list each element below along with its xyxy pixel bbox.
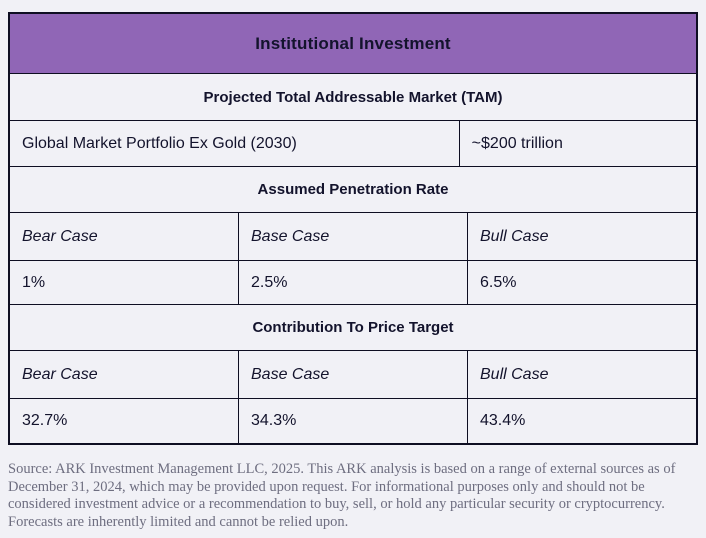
penetration-bear-value: 1%	[10, 261, 239, 304]
penetration-bear-label: Bear Case	[10, 213, 239, 260]
table-title: Institutional Investment	[255, 33, 451, 53]
contribution-bull-label: Bull Case	[480, 365, 549, 383]
contribution-base-label: Base Case	[239, 351, 468, 398]
penetration-base-label: Base Case	[239, 213, 468, 260]
contribution-bull-value: 43.4%	[480, 412, 526, 429]
contribution-values-row: 32.7% 34.3% 43.4%	[10, 399, 696, 443]
source-disclaimer: Source: ARK Investment Management LLC, 2…	[8, 461, 676, 530]
penetration-bull-label: Bull Case	[480, 227, 549, 245]
penetration-section-header: Assumed Penetration Rate	[257, 181, 449, 198]
contribution-section-header-row: Contribution To Price Target	[10, 305, 696, 351]
tam-data-row: Global Market Portfolio Ex Gold (2030) ~…	[10, 121, 696, 167]
table-title-row: Institutional Investment	[10, 14, 696, 74]
penetration-values-row: 1% 2.5% 6.5%	[10, 261, 696, 305]
contribution-base-value: 34.3%	[239, 399, 468, 443]
penetration-section-header-row: Assumed Penetration Rate	[10, 167, 696, 213]
tam-section-header: Projected Total Addressable Market (TAM)	[203, 88, 503, 106]
contribution-bear-label: Bear Case	[10, 351, 239, 398]
tam-row-label: Global Market Portfolio Ex Gold (2030)	[10, 121, 460, 166]
contribution-bear-value: 32.7%	[10, 399, 239, 443]
penetration-labels-row: Bear Case Base Case Bull Case	[10, 213, 696, 261]
contribution-labels-row: Bear Case Base Case Bull Case	[10, 351, 696, 399]
penetration-bull-value: 6.5%	[480, 273, 517, 291]
contribution-section-header: Contribution To Price Target	[252, 319, 454, 336]
tam-row-value: ~$200 trillion	[471, 134, 563, 152]
institutional-investment-table: Institutional Investment Projected Total…	[8, 12, 698, 445]
penetration-base-value: 2.5%	[239, 261, 468, 304]
tam-section-header-row: Projected Total Addressable Market (TAM)	[10, 74, 696, 121]
